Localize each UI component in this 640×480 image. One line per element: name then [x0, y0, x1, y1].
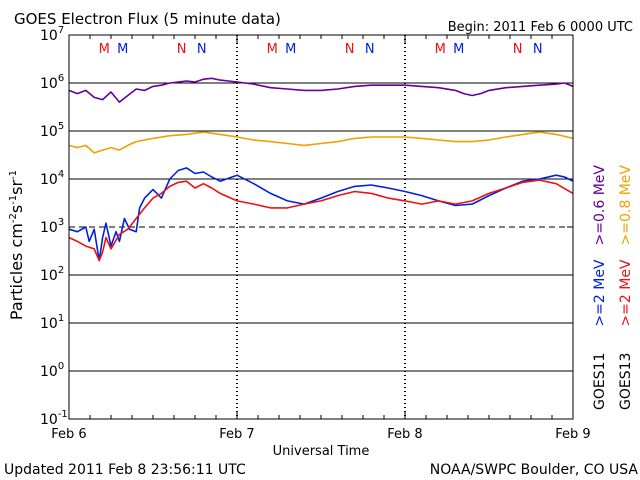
y-tick-label: 104: [40, 169, 64, 188]
y-tick-label: 103: [40, 217, 64, 236]
y-tick-label: 102: [40, 265, 64, 284]
updated-time: Updated 2011 Feb 8 23:56:11 UTC: [4, 462, 246, 478]
begin-time: Begin: 2011 Feb 6 0000 UTC: [448, 20, 633, 35]
legend-entry: >=2 MeV: [618, 259, 634, 327]
plot-frame: [68, 34, 574, 420]
marker-n: N: [365, 42, 375, 57]
y-axis-label: Particles cm-2s-1sr-1: [7, 170, 26, 320]
legend-sat: GOES11: [592, 353, 608, 410]
legend-entry: >=2 MeV: [592, 259, 608, 327]
marker-n: N: [345, 42, 355, 57]
credit: NOAA/SWPC Boulder, CO USA: [430, 462, 639, 478]
marker-n: N: [197, 42, 207, 57]
legend: GOES11 >=2 MeV >=0.6 MeV GOES13 >=2 MeV >=0.8…: [592, 165, 634, 410]
x-axis-label: Universal Time: [273, 444, 370, 459]
marker-m: M: [267, 42, 278, 57]
marker-m: M: [117, 42, 128, 57]
y-tick-label: 101: [40, 313, 64, 332]
legend-column: GOES11 >=2 MeV >=0.6 MeV: [592, 165, 608, 410]
x-tick-label: Feb 6: [51, 427, 86, 442]
marker-m: M: [435, 42, 446, 57]
x-tick-labels: Feb 6 Feb 7 Feb 8 Feb 9: [51, 427, 590, 442]
grid-lines: [69, 82, 573, 372]
x-tick-label: Feb 9: [555, 427, 590, 442]
y-tick-label: 106: [40, 73, 64, 92]
series-line-3: [68, 167, 574, 262]
flux-series: [68, 77, 574, 262]
series-line-1: [68, 77, 574, 103]
marker-n: N: [533, 42, 543, 57]
y-tick-label: 107: [40, 25, 64, 44]
legend-entry: >=0.8 MeV: [618, 165, 634, 246]
legend-column: GOES13 >=2 MeV >=0.8 MeV: [618, 165, 634, 410]
series-line-4: [68, 179, 574, 262]
marker-m: M: [453, 42, 464, 57]
marker-n: N: [513, 42, 523, 57]
y-tick-label: 10-1: [40, 409, 68, 428]
marker-n: N: [177, 42, 187, 57]
chart-title: GOES Electron Flux (5 minute data): [14, 10, 281, 28]
y-tick-label: 100: [40, 361, 64, 380]
x-tick-label: Feb 7: [219, 427, 254, 442]
series-line-2: [68, 131, 574, 154]
legend-sat: GOES13: [618, 353, 634, 410]
y-tick-label: 105: [40, 121, 64, 140]
marker-m: M: [285, 42, 296, 57]
x-tick-label: Feb 8: [387, 427, 422, 442]
legend-entry: >=0.6 MeV: [592, 165, 608, 246]
marker-m: M: [99, 42, 110, 57]
